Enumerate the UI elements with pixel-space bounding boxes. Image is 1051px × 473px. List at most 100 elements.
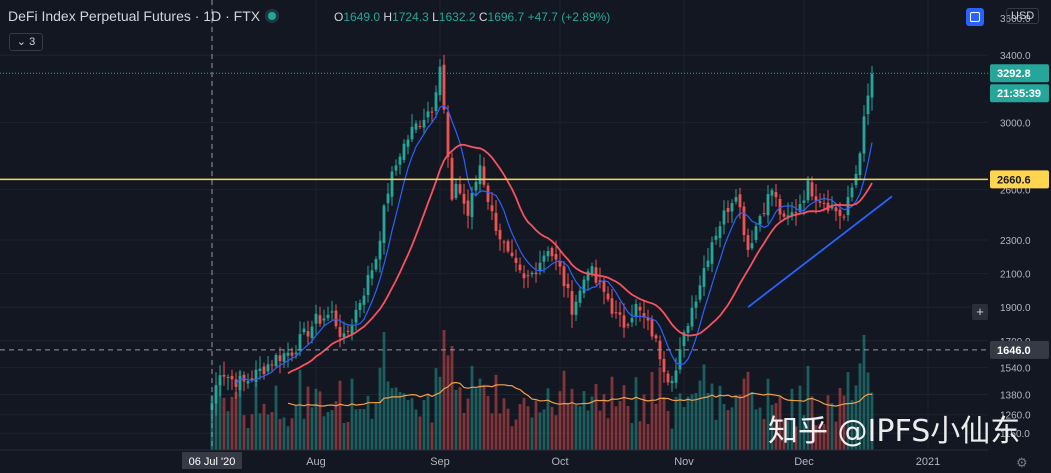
volume-bar: [786, 421, 790, 450]
time-axis: [0, 450, 988, 473]
volume-bar: [306, 386, 310, 450]
symbol-title[interactable]: DeFi Index Perpetual Futures · 1D · FTX: [8, 8, 286, 24]
candle-body: [690, 307, 694, 327]
volume-bar: [538, 412, 542, 450]
volume-bar: [634, 377, 638, 450]
candle-body: [430, 111, 434, 113]
volume-bar: [758, 407, 762, 450]
candle-body: [282, 353, 286, 362]
countdown-badge: 21:35:39: [997, 88, 1041, 100]
candle-body: [630, 318, 634, 323]
volume-bar: [630, 423, 634, 450]
candle-body: [226, 376, 230, 378]
volume-bar: [754, 409, 758, 450]
candle-body: [538, 262, 542, 271]
volume-bar: [366, 395, 370, 450]
volume-bar: [558, 391, 562, 450]
candle-body: [326, 314, 330, 319]
volume-bar: [342, 423, 346, 450]
volume-bar: [446, 355, 450, 450]
candle-body: [570, 291, 574, 315]
gear-icon[interactable]: ⚙: [1016, 455, 1028, 470]
currency-button[interactable]: USD: [1006, 8, 1040, 24]
volume-bar: [458, 387, 462, 450]
candle-body: [242, 374, 246, 382]
volume-bar: [486, 396, 490, 450]
volume-bar: [610, 376, 614, 450]
volume-bar: [410, 398, 414, 450]
candle-body: [798, 204, 802, 212]
indicator-count: 3: [29, 36, 36, 48]
candle-body: [774, 192, 778, 198]
close-label: C: [478, 10, 488, 24]
candle-body: [810, 182, 814, 197]
volume-bar: [850, 400, 854, 450]
volume-bar: [234, 392, 238, 450]
volume-bar: [622, 385, 626, 450]
volume-bar: [350, 378, 354, 450]
candle-body: [670, 380, 674, 384]
candle-body: [434, 92, 438, 112]
time-tick-label: 2021: [916, 456, 940, 468]
market-status-icon: [268, 12, 277, 20]
low-value: 1632.2: [438, 10, 476, 24]
volume-bar: [386, 381, 390, 450]
candle-body: [530, 272, 534, 275]
candle-body: [330, 311, 334, 313]
volume-bar: [298, 369, 302, 450]
volume-bar: [518, 404, 522, 450]
volume-bar: [398, 391, 402, 450]
volume-bar: [390, 388, 394, 450]
candle-body: [318, 315, 322, 324]
price-tick-label: 2600.0: [1000, 186, 1031, 197]
candle-body: [554, 253, 558, 260]
volume-bar: [394, 387, 398, 450]
volume-bar: [254, 383, 258, 450]
volume-bar: [714, 419, 718, 450]
add-alert-plus-icon[interactable]: +: [972, 304, 988, 320]
candle-body: [550, 248, 554, 257]
ma-slow-line: [287, 143, 873, 375]
candle-body: [546, 251, 550, 257]
volume-bar: [522, 397, 526, 450]
candle-body: [870, 73, 874, 98]
candle-body: [362, 295, 366, 305]
crosshair-price-badge: 1646.0: [997, 345, 1031, 357]
candle-body: [626, 324, 630, 326]
volume-bar: [698, 380, 702, 450]
candle-body: [586, 271, 590, 281]
volume-bar: [578, 406, 582, 450]
volume-bars: [210, 330, 874, 450]
volume-bar: [618, 401, 622, 450]
volume-bar: [542, 409, 546, 450]
candle-body: [634, 304, 638, 317]
candle-body: [778, 198, 782, 215]
volume-bar: [702, 364, 706, 450]
candle-body: [510, 252, 514, 257]
volume-bar: [494, 374, 498, 450]
candle-body: [562, 266, 566, 287]
settings-square-icon[interactable]: [966, 8, 984, 26]
candle-body: [842, 216, 846, 218]
volume-bar: [214, 386, 218, 450]
candle-body: [534, 272, 538, 275]
volume-bar: [574, 405, 578, 450]
candle-body: [446, 112, 450, 158]
candle-body: [454, 183, 458, 199]
candle-body: [218, 375, 222, 386]
candle-body: [314, 313, 318, 324]
volume-bar: [718, 385, 722, 450]
price-tick-label: 3000.0: [1000, 118, 1031, 129]
candle-body: [402, 143, 406, 160]
volume-bar: [258, 413, 262, 450]
volume-bar: [210, 395, 214, 450]
candle-body: [254, 369, 258, 383]
volume-bar: [694, 393, 698, 450]
indicators-toggle-button[interactable]: ⌄ 3: [9, 33, 43, 51]
candle-body: [334, 310, 338, 327]
candle-body: [354, 309, 358, 323]
price-tick-label: 1900.0: [1000, 303, 1031, 314]
candle-body: [406, 139, 410, 147]
